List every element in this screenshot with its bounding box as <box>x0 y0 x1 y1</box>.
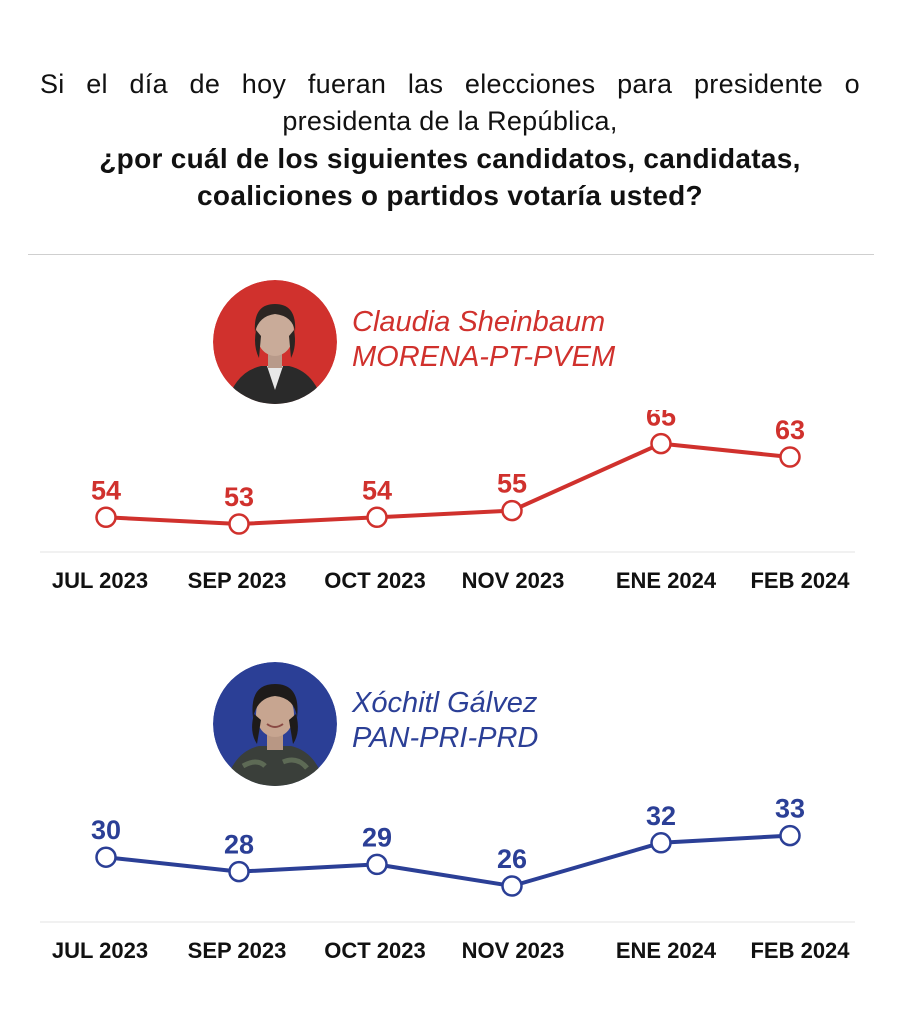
data-label: 28 <box>224 830 254 860</box>
series-line <box>105 833 791 888</box>
x-tick-label: OCT 2023 <box>324 568 426 593</box>
data-point <box>779 446 801 468</box>
x-tick-label: ENE 2024 <box>616 568 717 593</box>
data-point <box>650 432 672 455</box>
question-line-4: coaliciones o partidos votaría usted? <box>197 180 703 211</box>
data-point <box>95 506 117 529</box>
candidate-coalition: PAN-PRI-PRD <box>352 722 539 754</box>
x-tick-label: SEP 2023 <box>188 938 287 963</box>
data-label: 65 <box>646 410 676 432</box>
x-tick-label: ENE 2024 <box>616 938 717 963</box>
data-label: 30 <box>91 815 121 845</box>
sheinbaum-portrait <box>213 280 337 404</box>
data-point <box>779 824 801 847</box>
candidate-coalition: MORENA-PT-PVEM <box>352 341 616 373</box>
question-line-2: presidenta de la República, <box>282 106 618 136</box>
x-tick-label: OCT 2023 <box>324 938 426 963</box>
data-point <box>366 853 388 876</box>
data-label: 54 <box>362 475 392 505</box>
data-point <box>501 875 523 897</box>
x-tick-label: FEB 2024 <box>750 568 850 593</box>
galvez-line-chart: 30 28 29 26 32 33 JUL 2023 SEP 2023 OCT 2023 NOV … <box>40 794 855 963</box>
data-point <box>366 506 388 529</box>
x-tick-label: SEP 2023 <box>188 568 287 593</box>
data-label: 55 <box>497 469 527 499</box>
data-point <box>501 499 523 522</box>
galvez-portrait <box>213 662 337 786</box>
candidate-name: Xóchitl Gálvez <box>352 687 538 719</box>
survey-question: Si el día de hoy fueran las elecciones p… <box>40 66 860 214</box>
x-tick-label: JUL 2023 <box>52 568 148 593</box>
series-line <box>105 441 791 526</box>
data-point <box>95 846 117 868</box>
data-point <box>650 832 672 854</box>
data-label: 32 <box>646 801 676 831</box>
data-label: 54 <box>91 475 121 505</box>
data-point <box>228 513 250 535</box>
data-label: 33 <box>775 794 805 824</box>
x-tick-label: FEB 2024 <box>750 938 850 963</box>
candidate-label-galvez: Xóchitl Gálvez PAN-PRI-PRD <box>352 686 538 756</box>
question-line-3: ¿por cuál de los siguientes candidatos, … <box>99 143 801 174</box>
sheinbaum-line-chart: 54 53 54 55 65 63 JUL 2023 SEP 2023 OCT 2023 NOV … <box>40 410 855 593</box>
data-label: 29 <box>362 822 392 852</box>
data-point <box>228 860 250 883</box>
x-tick-label: JUL 2023 <box>52 938 148 963</box>
candidate-name: Claudia Sheinbaum <box>352 306 606 338</box>
data-label: 26 <box>497 844 527 874</box>
x-tick-label: NOV 2023 <box>462 938 565 963</box>
candidate-label-sheinbaum: Claudia Sheinbaum MORENA-PT-PVEM <box>352 305 615 375</box>
data-label: 53 <box>224 482 254 512</box>
question-line-1: Si el día de hoy fueran las elecciones p… <box>40 69 860 99</box>
x-tick-label: NOV 2023 <box>462 568 565 593</box>
header-divider <box>28 254 874 255</box>
data-label: 63 <box>775 415 805 445</box>
